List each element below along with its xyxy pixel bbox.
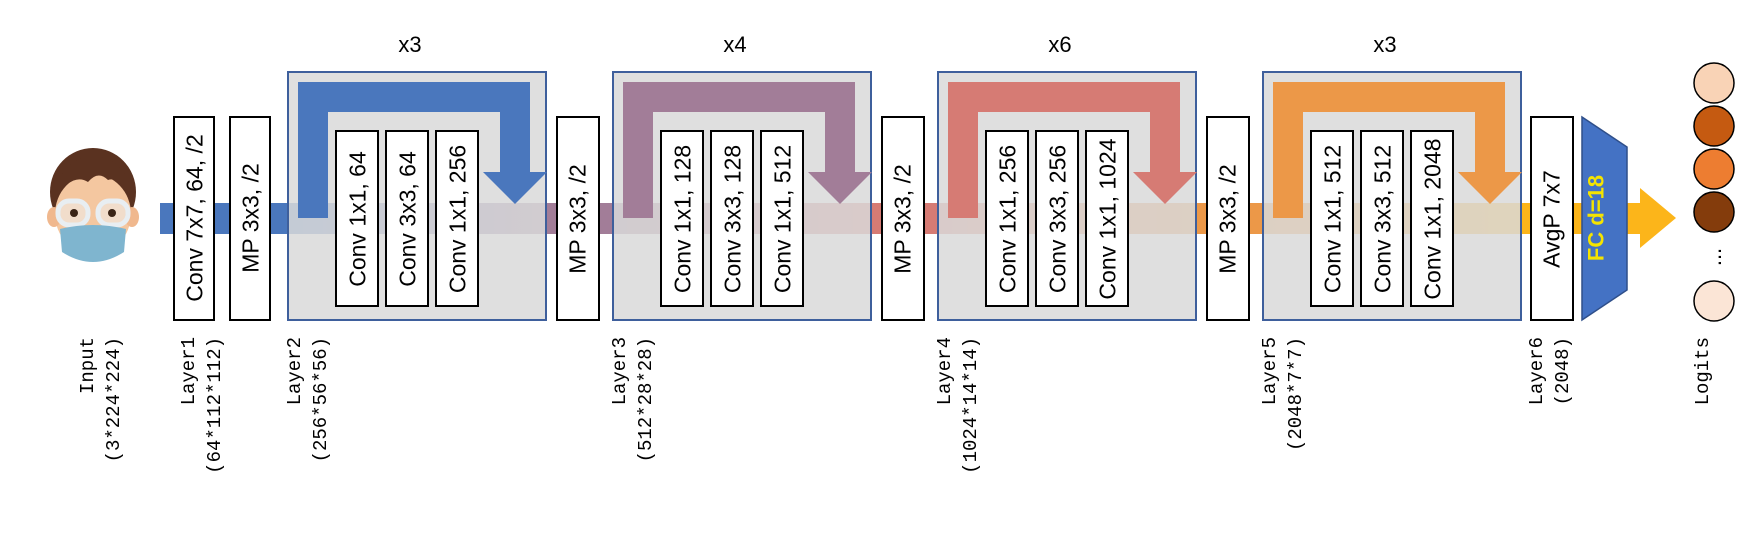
layer2-label: Layer2 (256*56*56) [282,337,334,490]
layer2-conv3-text: Conv 1x1, 256 [444,144,470,294]
logit-circle-1 [1693,62,1735,104]
layer6-label: Layer6 (2048) [1524,337,1576,490]
layer4-conv3-text: Conv 1x1, 1024 [1094,138,1120,300]
layer2-label-name: Layer2 [284,337,306,406]
layer6-pool-box [1530,116,1574,321]
fc-layer-text: FC d=18 [1583,174,1609,262]
fc-layer-shape [1581,115,1628,322]
layer4-label-name: Layer4 [934,337,956,406]
layer2-conv1-box [335,130,379,307]
layer2-conv1-text: Conv 1x1, 64 [344,151,370,287]
layer3-conv3-text: Conv 1x1, 512 [769,144,795,294]
layer1-pool-text: MP 3x3, /2 [237,163,263,273]
layer3-skip-arrow [623,82,872,218]
input-label-shape: (3*224*224) [103,337,125,463]
avatar-fringe [54,156,133,200]
layer2-conv2-text: Conv 3x3, 64 [394,151,420,287]
layer5-repeat-label: x3 [1373,32,1397,57]
layer4-label: Layer4 (1024*14*14) [932,337,984,505]
layer3-pool-box [556,116,600,321]
logit-circle-4 [1693,191,1735,233]
layer3-repeat-label: x4 [723,32,747,57]
layer1-label-name: Layer1 [178,337,200,406]
layer3-conv1-text: Conv 1x1, 128 [669,144,695,294]
layer4-repeat-label: x6 [1048,32,1072,57]
logits-label: Logits [1690,337,1716,490]
layer5-label-shape: (2048*7*7) [1285,337,1307,452]
layer5-conv3-box [1410,130,1454,307]
layer4-conv2-box [1035,130,1079,307]
layer5-pool-text: MP 3x3, /2 [1214,164,1240,274]
layer4-conv1-text: Conv 1x1, 256 [994,144,1020,294]
layer4-conv2-text: Conv 3x3, 256 [1044,144,1070,294]
input-label-name: Input [77,337,99,395]
avatar-icon [47,148,139,262]
layer1-pool-box [229,116,271,321]
layer4-conv1-box [985,130,1029,307]
layer3-conv1-box [660,130,704,307]
layer3-label-name: Layer3 [609,337,631,406]
layer3-conv3-box [760,130,804,307]
layer5-conv2-box [1360,130,1404,307]
layer2-skip-arrow [298,82,547,218]
layer5-pool-box [1206,116,1250,321]
layer2-conv2-box [385,130,429,307]
avatar-eye-right [108,209,116,217]
layer6-label-name: Layer6 [1526,337,1548,406]
layer-boxes [173,116,1574,321]
layer3-conv2-box [710,130,754,307]
layer2-conv3-box [435,130,479,307]
layer5-conv1-text: Conv 1x1, 512 [1319,144,1345,294]
logit-circle-3 [1693,148,1735,190]
layer6-pool-text: AvgP 7x7 [1538,170,1564,268]
layer1-label: Layer1 (64*112*112) [176,337,228,490]
layer3-conv2-text: Conv 3x3, 128 [719,144,745,294]
layer5-label: Layer5 (2048*7*7) [1257,337,1309,490]
layer4-label-shape: (1024*14*14) [960,337,982,474]
logit-circle-5 [1693,280,1735,322]
flow-arrow-head [1640,188,1676,248]
layer1-conv-box [173,116,215,321]
layer2-repeat-label: x3 [398,32,422,57]
layer5-conv3-text: Conv 1x1, 2048 [1419,138,1445,300]
layer3-pool-text: MP 3x3, /2 [564,164,590,274]
layer4-pool-box [881,116,925,321]
avatar-mask [60,225,126,262]
layer4-pool-text: MP 3x3, /2 [889,164,915,274]
layer5-label-name: Layer5 [1259,337,1281,406]
layer1-label-shape: (64*112*112) [204,337,226,474]
layer5-skip-arrow [1273,82,1522,218]
logit-circle-2 [1693,105,1735,147]
layer3-label: Layer3 (512*28*28) [607,337,659,490]
layer6-label-shape: (2048) [1552,337,1574,406]
logits-label-name: Logits [1692,337,1714,406]
layer3-label-shape: (512*28*28) [635,337,657,463]
logits-circles [1693,62,1735,322]
input-label: Input (3*224*224) [75,337,127,490]
layer1-conv-text: Conv 7x7, 64, /2 [181,134,207,302]
layer5-conv1-box [1310,130,1354,307]
layer4-conv3-box [1085,130,1129,307]
avatar-eye-left [70,209,78,217]
logits-ellipsis: ... [1701,247,1726,267]
layer4-skip-arrow [948,82,1197,218]
layer2-label-shape: (256*56*56) [310,337,332,463]
layer5-conv2-text: Conv 3x3, 512 [1369,144,1395,294]
